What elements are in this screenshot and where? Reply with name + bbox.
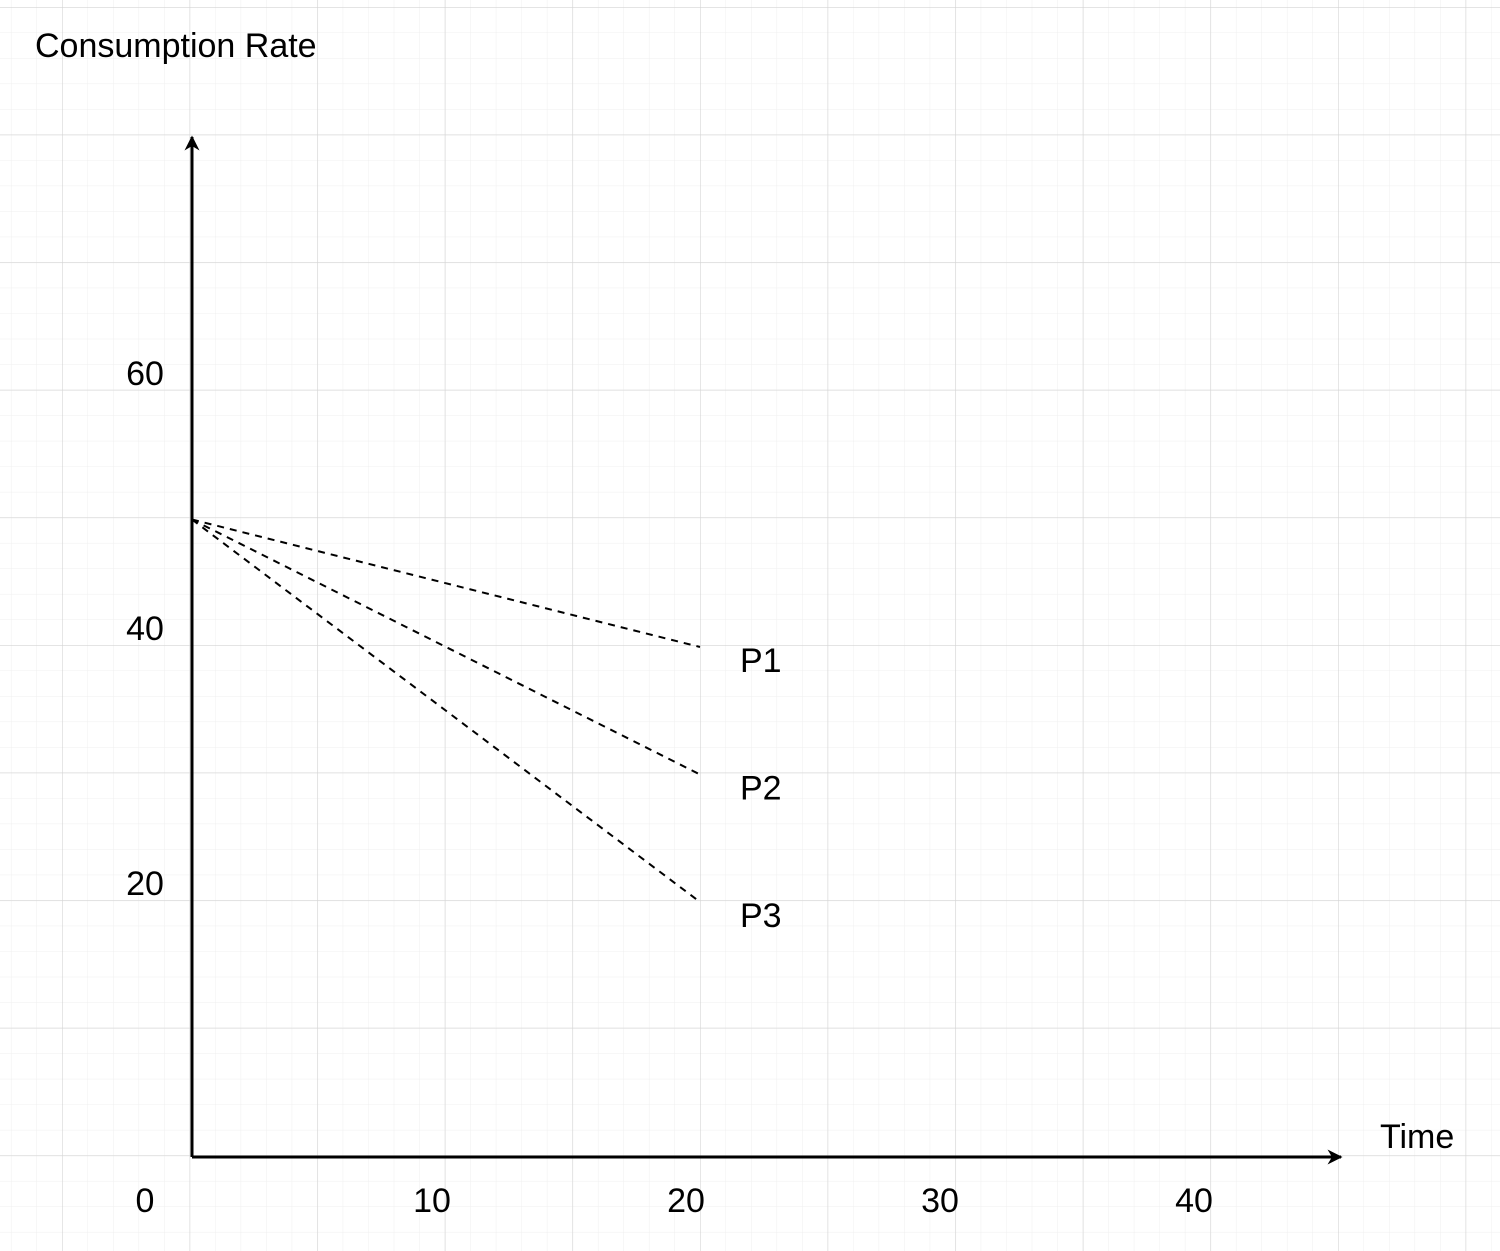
y-tick-label: 60 bbox=[126, 355, 164, 393]
x-tick-label: 10 bbox=[413, 1182, 451, 1220]
series-label: P1 bbox=[740, 642, 782, 680]
series-line bbox=[191, 518, 701, 648]
x-axis-label: Time bbox=[1380, 1118, 1454, 1156]
series-label: P2 bbox=[740, 769, 782, 807]
x-tick-label: 30 bbox=[921, 1182, 959, 1220]
series-line bbox=[191, 518, 701, 903]
y-axis-label: Consumption Rate bbox=[35, 27, 317, 65]
x-tick-label: 40 bbox=[1175, 1182, 1213, 1220]
y-tick-label: 20 bbox=[126, 865, 164, 903]
y-tick-label: 40 bbox=[126, 610, 164, 648]
x-tick-label: 20 bbox=[667, 1182, 705, 1220]
series-line bbox=[191, 518, 701, 776]
series-label: P3 bbox=[740, 897, 782, 935]
x-tick-label: 0 bbox=[136, 1182, 155, 1220]
